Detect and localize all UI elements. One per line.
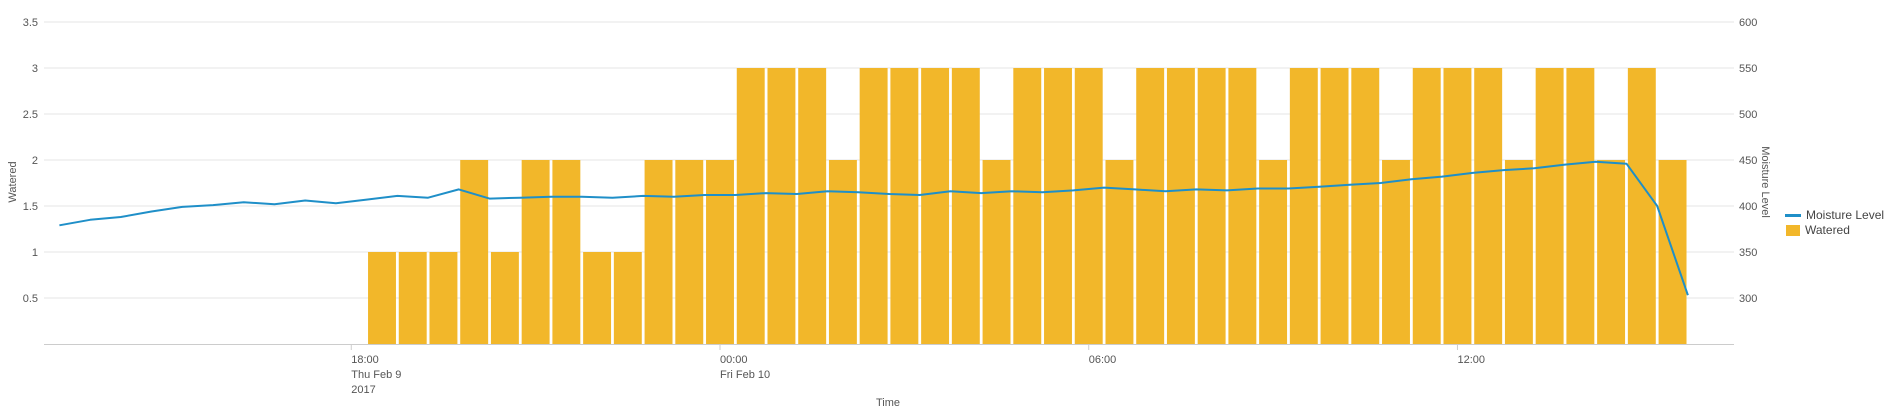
watered-bar bbox=[429, 252, 458, 344]
watered-bar bbox=[706, 160, 734, 344]
watered-bar bbox=[798, 68, 827, 344]
x-axis-title: Time bbox=[876, 397, 900, 409]
axes: 0.5 1 1.5 2 2.5 3 3.5 300 350 400 450 500 550 600 18:0… bbox=[23, 17, 1758, 396]
gridlines bbox=[44, 21, 1734, 299]
x-tick-label: 06:00 bbox=[1089, 354, 1117, 366]
legend-swatch-moisture bbox=[1785, 213, 1801, 217]
watered-bar bbox=[368, 252, 396, 344]
y-right-tick-label: 450 bbox=[1739, 155, 1757, 167]
y-axis-left-title: Watered bbox=[7, 161, 19, 202]
watered-bar bbox=[1136, 68, 1165, 344]
watered-bar bbox=[1074, 68, 1103, 344]
watered-bar bbox=[1535, 68, 1564, 344]
watered-bar bbox=[1259, 160, 1288, 344]
watered-bar bbox=[828, 160, 857, 344]
watered-bar bbox=[460, 160, 489, 344]
watered-bar bbox=[1597, 160, 1626, 344]
watered-bar bbox=[767, 68, 796, 344]
y-right-tick-label: 550 bbox=[1739, 63, 1757, 75]
legend-item-moisture[interactable]: Moisture Level bbox=[1785, 208, 1884, 222]
legend-item-watered[interactable]: Watered bbox=[1785, 223, 1884, 237]
watered-bar bbox=[1105, 160, 1134, 344]
watered-bar bbox=[1474, 68, 1503, 344]
x-tick-label: 00:00 bbox=[720, 354, 748, 366]
watered-bar bbox=[552, 160, 581, 344]
y-left-tick-label: 1 bbox=[32, 247, 38, 259]
x-tick-date-label: Thu Feb 9 bbox=[351, 369, 401, 381]
y-left-tick-label: 3.5 bbox=[23, 17, 38, 29]
legend: Moisture Level Watered bbox=[1785, 208, 1884, 238]
moisture-line-group bbox=[59, 160, 1689, 296]
y-right-tick-label: 350 bbox=[1739, 247, 1757, 259]
moisture-level-line bbox=[59, 160, 1689, 296]
watered-bar bbox=[1166, 68, 1195, 344]
y-left-tick-label: 2 bbox=[32, 155, 38, 167]
watered-bar bbox=[1351, 68, 1380, 344]
legend-label-moisture: Moisture Level bbox=[1806, 208, 1885, 222]
watered-bar bbox=[1566, 68, 1595, 344]
legend-label-watered: Watered bbox=[1805, 223, 1850, 237]
watered-bar bbox=[398, 252, 427, 344]
x-tick-year-label: 2017 bbox=[351, 384, 375, 396]
watered-bar bbox=[490, 252, 519, 344]
y-left-tick-label: 2.5 bbox=[23, 109, 38, 121]
y-left-tick-label: 0.5 bbox=[23, 293, 38, 305]
watered-bar bbox=[982, 160, 1011, 344]
watered-bar bbox=[644, 160, 673, 344]
watered-bar bbox=[613, 252, 642, 344]
y-right-tick-label: 600 bbox=[1739, 17, 1757, 29]
watered-bar bbox=[859, 68, 888, 344]
y-axis-right-title: Moisture Level bbox=[1759, 146, 1771, 218]
watered-bar bbox=[1627, 68, 1656, 344]
y-left-tick-label: 1.5 bbox=[23, 201, 38, 213]
watered-bar bbox=[1013, 68, 1042, 344]
watered-bars bbox=[368, 68, 1687, 344]
y-right-tick-label: 500 bbox=[1739, 109, 1757, 121]
watered-bar bbox=[1197, 68, 1226, 344]
watered-bar bbox=[1504, 160, 1533, 344]
x-tick-date-label: Fri Feb 10 bbox=[720, 369, 770, 381]
watered-bar bbox=[583, 252, 612, 344]
watered-bar bbox=[736, 68, 765, 344]
watered-bar bbox=[675, 160, 704, 344]
watered-bar bbox=[1443, 68, 1472, 344]
watered-bar bbox=[921, 68, 950, 344]
legend-swatch-watered bbox=[1786, 224, 1800, 236]
x-tick-label: 12:00 bbox=[1457, 354, 1485, 366]
watered-bar bbox=[1382, 160, 1410, 344]
watered-bar bbox=[1228, 68, 1257, 344]
watered-bar bbox=[890, 68, 919, 344]
watered-bar bbox=[1289, 68, 1318, 344]
watered-bar bbox=[1320, 68, 1349, 344]
watered-bar bbox=[951, 68, 980, 344]
watered-bar bbox=[1044, 68, 1072, 344]
x-tick-label: 18:00 bbox=[351, 354, 379, 366]
y-right-tick-label: 300 bbox=[1739, 293, 1757, 305]
y-left-tick-label: 3 bbox=[32, 63, 38, 75]
watered-bar bbox=[1412, 68, 1441, 344]
watered-bar bbox=[521, 160, 550, 344]
y-right-tick-label: 400 bbox=[1739, 201, 1757, 213]
